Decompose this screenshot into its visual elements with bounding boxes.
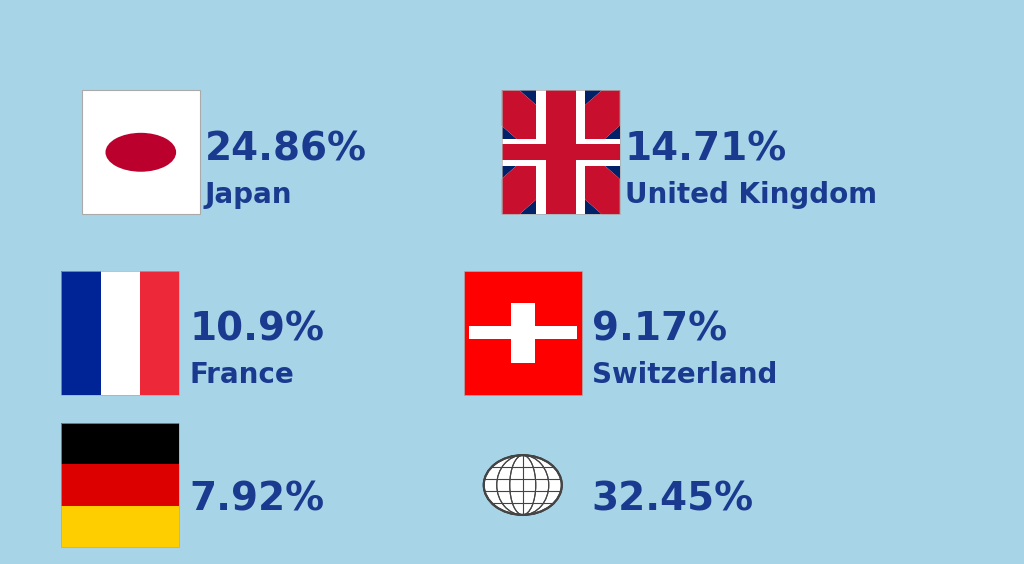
Bar bbox=[61, 423, 179, 547]
Bar bbox=[464, 271, 582, 395]
Text: 7.92%: 7.92% bbox=[189, 480, 325, 518]
Text: 24.86%: 24.86% bbox=[205, 130, 367, 169]
Bar bbox=[61, 271, 179, 395]
Bar bbox=[61, 506, 179, 547]
Text: 9.17%: 9.17% bbox=[592, 311, 727, 349]
Text: Japan: Japan bbox=[205, 180, 292, 209]
Ellipse shape bbox=[483, 455, 562, 515]
Text: 10.9%: 10.9% bbox=[189, 311, 325, 349]
Circle shape bbox=[105, 133, 176, 172]
Bar bbox=[502, 144, 620, 161]
Bar bbox=[511, 303, 535, 363]
Polygon shape bbox=[502, 90, 620, 214]
Polygon shape bbox=[502, 90, 620, 214]
Bar bbox=[536, 90, 586, 214]
Text: France: France bbox=[189, 361, 294, 389]
Polygon shape bbox=[502, 90, 620, 214]
Bar bbox=[140, 271, 179, 395]
Bar bbox=[469, 326, 577, 340]
Text: 32.45%: 32.45% bbox=[592, 480, 754, 518]
Bar bbox=[61, 423, 179, 464]
Bar bbox=[502, 90, 620, 214]
Text: United Kingdom: United Kingdom bbox=[625, 180, 877, 209]
Text: Switzerland: Switzerland bbox=[592, 361, 777, 389]
Bar bbox=[100, 271, 140, 395]
Bar bbox=[82, 90, 200, 214]
Polygon shape bbox=[502, 90, 620, 214]
Bar bbox=[546, 90, 575, 214]
Bar bbox=[502, 139, 620, 166]
Bar bbox=[61, 464, 179, 506]
Bar bbox=[61, 271, 100, 395]
Text: 14.71%: 14.71% bbox=[625, 130, 786, 169]
Bar bbox=[502, 90, 620, 214]
